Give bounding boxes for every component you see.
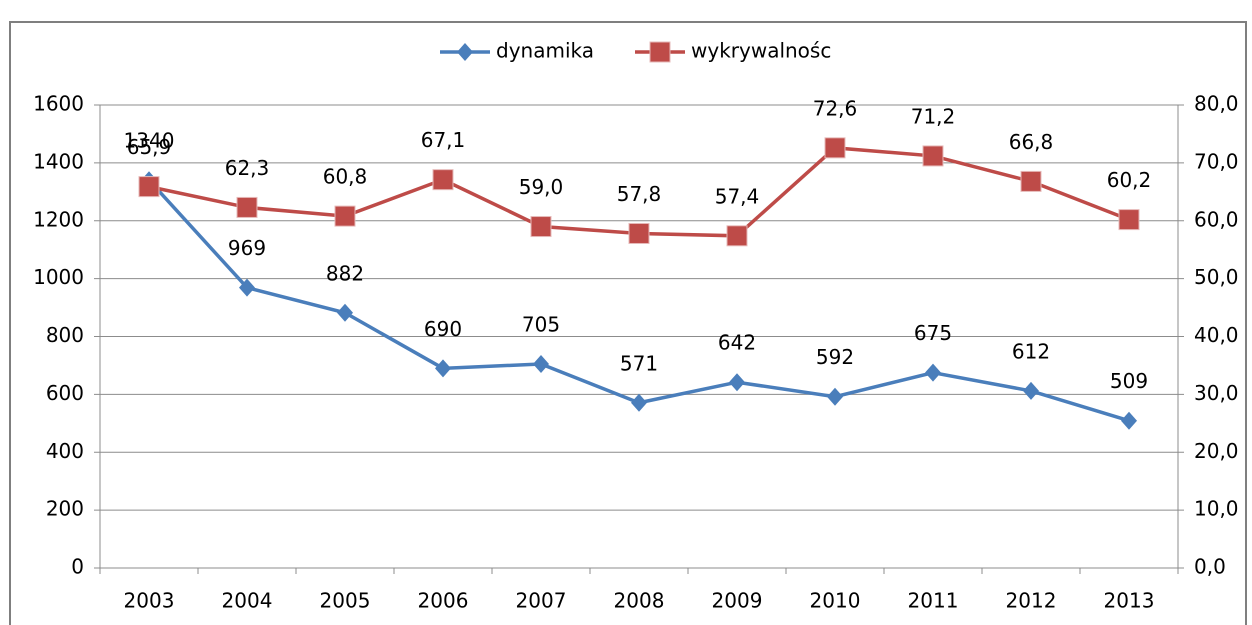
marker [631, 393, 647, 412]
y-tick-label: 200 [46, 497, 84, 521]
marker [649, 41, 671, 63]
data-label: 60,8 [323, 165, 368, 189]
data-label: 509 [1110, 369, 1148, 393]
marker [827, 387, 843, 406]
marker [925, 363, 941, 382]
marker [530, 216, 552, 238]
y2-tick-label: 20,0 [1194, 439, 1239, 463]
y2-tick-label: 0,0 [1194, 555, 1226, 579]
x-tick-label: 2006 [418, 589, 469, 613]
y-tick-label: 400 [46, 439, 84, 463]
marker [1118, 209, 1140, 231]
marker [1020, 170, 1042, 192]
data-label: 1340 [124, 129, 175, 153]
data-label: 57,8 [617, 182, 662, 206]
data-label: 705 [522, 312, 560, 336]
marker [729, 373, 745, 392]
marker [824, 137, 846, 159]
y-tick-label: 800 [46, 323, 84, 347]
x-tick-label: 2005 [320, 589, 371, 613]
series-line [147, 179, 1130, 423]
y-tick-label: 1200 [33, 207, 84, 231]
y2-tick-label: 10,0 [1194, 497, 1239, 521]
data-label: 71,2 [911, 104, 956, 128]
data-label: 67,1 [421, 128, 466, 152]
x-tick-label: 2013 [1104, 589, 1155, 613]
y2-tick-label: 60,0 [1194, 207, 1239, 231]
data-label: 66,8 [1009, 130, 1054, 154]
x-tick-label: 2012 [1006, 589, 1057, 613]
data-label: 65,9 [127, 135, 172, 159]
data-label: 571 [620, 351, 658, 375]
data-label: 690 [424, 317, 462, 341]
data-label: 612 [1012, 339, 1050, 363]
data-label: 60,2 [1107, 168, 1152, 192]
data-label: 57,4 [715, 184, 760, 208]
y-tick-label: 600 [46, 381, 84, 405]
x-tick-label: 2008 [614, 589, 665, 613]
y-tick-label: 1400 [33, 149, 84, 173]
data-label: 592 [816, 345, 854, 369]
x-tick-label: 2010 [810, 589, 861, 613]
y2-tick-label: 30,0 [1194, 381, 1239, 405]
marker [457, 43, 473, 61]
marker [726, 225, 748, 247]
marker [236, 196, 258, 218]
marker [432, 169, 454, 191]
y2-tick-label: 70,0 [1194, 149, 1239, 173]
marker [239, 278, 255, 297]
data-label: 969 [228, 236, 266, 260]
chart-frame [9, 21, 1247, 625]
marker [337, 303, 353, 322]
marker [334, 205, 356, 227]
marker [533, 354, 549, 373]
data-label: 72,6 [813, 96, 858, 120]
y2-tick-label: 80,0 [1194, 92, 1239, 116]
marker [628, 222, 650, 244]
marker [435, 359, 451, 378]
data-label: 642 [718, 331, 756, 355]
y2-tick-label: 50,0 [1194, 265, 1239, 289]
data-label: 62,3 [225, 156, 270, 180]
data-label: 675 [914, 321, 952, 345]
x-tick-label: 2011 [908, 589, 959, 613]
y-tick-label: 1600 [33, 92, 84, 116]
x-tick-label: 2007 [516, 589, 567, 613]
y2-tick-label: 40,0 [1194, 323, 1239, 347]
data-label: 59,0 [519, 175, 564, 199]
y-tick-label: 0 [71, 555, 84, 579]
marker [922, 145, 944, 167]
y-tick-label: 1000 [33, 265, 84, 289]
data-label: 882 [326, 261, 364, 285]
x-tick-label: 2009 [712, 589, 763, 613]
x-tick-label: 2004 [222, 589, 273, 613]
marker [138, 176, 160, 198]
x-tick-label: 2003 [124, 589, 175, 613]
legend-label: wykrywalnośc [691, 39, 831, 63]
marker [1023, 381, 1039, 400]
marker [1121, 411, 1137, 430]
legend-label: dynamika [496, 39, 594, 63]
